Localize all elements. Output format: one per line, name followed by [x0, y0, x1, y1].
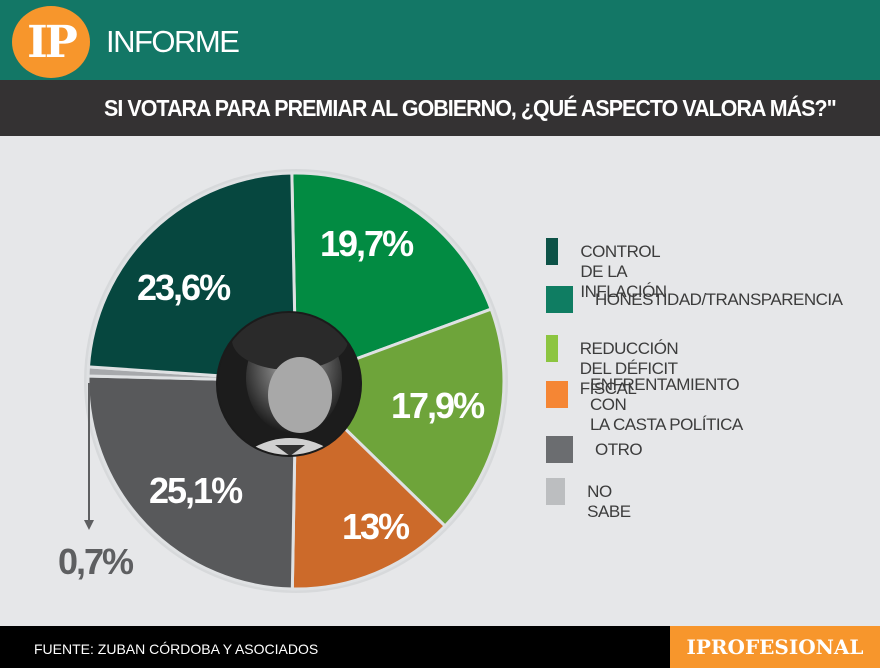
slice-label-otro: 25,1% — [149, 470, 243, 511]
legend-swatch — [546, 436, 573, 463]
pie-slice — [290, 171, 494, 384]
section-title: INFORME — [106, 24, 240, 59]
legend-item-honestidad: HONESTIDAD/TRANSPARENCIA — [546, 286, 843, 313]
legend-item-otro: OTRO — [546, 436, 643, 463]
legend-label: CONTROL DE LA INFLACIÓN — [580, 242, 667, 301]
legend-swatch — [546, 335, 558, 362]
header-bar — [0, 0, 880, 80]
source-note: FUENTE: ZUBAN CÓRDOBA Y ASOCIADOS — [34, 641, 319, 657]
legend-label: REDUCCIÓN DEL DÉFICIT FISCAL — [579, 339, 679, 398]
logo-text: IP — [27, 16, 78, 68]
brand-logo: IPROFESIONAL — [670, 626, 880, 668]
callout-arrow-icon — [84, 520, 94, 530]
legend-label: ENFRENTAMIENTO CON LA CASTA POLÍTICA — [589, 375, 743, 434]
legend-item-deficit: REDUCCIÓN DEL DÉFICIT FISCAL — [546, 335, 693, 399]
legend-item-nosabe: NO SABE — [546, 478, 638, 522]
legend-label: OTRO — [595, 440, 643, 459]
legend-item-casta: ENFRENTAMIENTO CON LA CASTA POLÍTICA — [546, 375, 744, 435]
slice-label-nosabe: 0,7% — [58, 541, 134, 582]
slice-label-honestidad: 19,7% — [320, 223, 414, 264]
legend-swatch — [546, 381, 568, 408]
slice-label-casta: 13% — [342, 506, 410, 547]
legend-item-control: CONTROL DE LA INFLACIÓN — [546, 238, 681, 302]
slice-label-control: 23,6% — [137, 267, 231, 308]
question-bar — [0, 80, 880, 136]
legend-label: NO SABE — [587, 482, 631, 521]
slice-label-deficit: 17,9% — [391, 385, 485, 426]
legend-swatch — [546, 238, 559, 265]
legend-label: HONESTIDAD/TRANSPARENCIA — [595, 290, 843, 309]
legend-swatch — [546, 478, 566, 505]
legend-swatch — [546, 286, 573, 313]
chart-title: SI VOTARA PARA PREMIAR AL GOBIERNO, ¿QUÉ… — [104, 95, 837, 121]
ip-logo: IP — [12, 6, 90, 78]
